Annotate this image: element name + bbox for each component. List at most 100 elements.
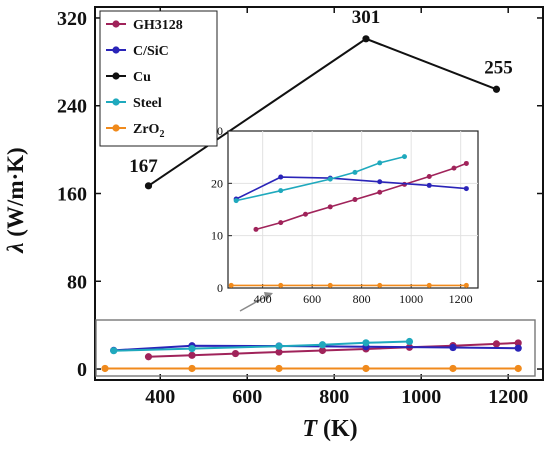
data-point-steel [405, 337, 414, 346]
inset-y-tick-label: 0 [217, 281, 223, 295]
zoom-region-box [95, 319, 536, 377]
inset-data-point-gh3128 [463, 160, 469, 166]
inset-data-point-zro [377, 282, 383, 288]
inset-x-tick-label: 800 [353, 292, 371, 306]
legend-label-c-sic: C/SiC [133, 44, 169, 59]
data-point-gh3128 [188, 351, 196, 359]
data-point-cu [492, 85, 501, 93]
data-point-gh3128 [144, 353, 153, 361]
inset-data-point-zro [278, 282, 284, 288]
inset-data-point-steel [233, 198, 239, 204]
data-point-steel [362, 339, 370, 347]
inset-data-point-c-sic [463, 186, 469, 192]
data-point-zro [514, 364, 522, 373]
x-tick-label: 600 [232, 386, 262, 408]
data-point-zro [188, 364, 196, 373]
legend-label-zro: ZrO2 [133, 122, 164, 140]
inset-series-line-steel [236, 155, 405, 202]
data-point-steel [275, 342, 283, 350]
legend: GH3128 C/SiC Cu Steel ZrO2 [99, 10, 218, 147]
inset-data-point-steel [352, 169, 358, 175]
x-axis-unit: (K) [317, 416, 358, 442]
x-tick-label: 800 [319, 386, 349, 408]
y-tick-label: 320 [57, 8, 87, 30]
data-label-cu: 301 [352, 7, 381, 28]
legend-marker-gh3128 [112, 20, 120, 28]
data-point-c-sic [449, 343, 457, 352]
legend-marker-c-sic [112, 46, 120, 54]
inset-data-point-steel [327, 176, 333, 182]
inset-data-point-steel [401, 154, 407, 160]
data-point-cu [362, 35, 370, 43]
inset-data-point-zro [327, 282, 333, 288]
x-axis-variable: T [302, 416, 318, 442]
x-tick-label: 1000 [401, 386, 441, 408]
data-point-gh3128 [275, 348, 283, 356]
y-tick-label: 160 [57, 184, 87, 206]
inset-x-tick-label: 1200 [449, 292, 473, 306]
data-point-gh3128 [514, 339, 522, 347]
inset-data-point-zro [228, 282, 234, 288]
legend-label-cu: Cu [133, 70, 151, 85]
zoom-arrow-head [264, 292, 273, 301]
legend-label-steel: Steel [133, 96, 162, 111]
inset-series-line-c-sic [235, 176, 467, 200]
data-point-zro [101, 364, 109, 373]
inset-data-point-c-sic [377, 179, 383, 185]
inset-data-point-steel [278, 188, 284, 194]
data-point-zro [362, 364, 370, 373]
data-point-steel [110, 347, 118, 355]
y-tick-label: 0 [77, 359, 87, 381]
y-tick-label: 80 [67, 271, 87, 293]
legend-marker-cu [112, 72, 120, 80]
inset-data-point-c-sic [278, 174, 284, 180]
data-point-c-sic [514, 344, 522, 352]
inset-data-point-c-sic [426, 182, 432, 188]
series-line-steel [113, 340, 410, 352]
legend-label-subscript: 2 [159, 129, 164, 140]
data-point-cu [144, 182, 153, 190]
inset-data-point-steel [377, 160, 383, 166]
legend-label-gh3128: GH3128 [133, 18, 183, 33]
inset-data-point-gh3128 [451, 165, 457, 171]
zoom-indicator [95, 292, 536, 377]
data-label-cu: 255 [484, 57, 513, 78]
y-axis-unit: (W/m·K) [3, 147, 28, 242]
inset-data-point-gh3128 [278, 220, 284, 226]
inset-plot: 400600800100012000102030 [211, 124, 479, 306]
inset-data-point-gh3128 [426, 174, 432, 180]
y-tick-label: 240 [57, 96, 87, 118]
zoom-arrow-shaft [239, 296, 266, 312]
x-tick-label: 1200 [488, 386, 528, 408]
inset-data-point-gh3128 [377, 189, 383, 195]
inset-data-point-gh3128 [327, 204, 333, 210]
data-point-gh3128 [492, 340, 501, 348]
main-plot: 400 600 800 1000 1200 0 80 160 240 320 167 301 255 [57, 6, 544, 408]
y-axis-title: λ (W/m·K) [3, 147, 28, 253]
legend-marker-steel [112, 98, 120, 106]
x-axis-title: T (K) [302, 416, 357, 442]
axis-titles: T (K) λ (W/m·K) [3, 147, 358, 442]
inset-x-tick-label: 400 [254, 292, 272, 306]
legend-box [99, 10, 218, 147]
data-point-gh3128 [231, 349, 240, 358]
data-point-steel [188, 345, 196, 353]
inset-x-tick-label: 1000 [399, 292, 423, 306]
data-point-gh3128 [318, 346, 327, 355]
inset-series-line-gh3128 [255, 162, 467, 231]
inset-x-tick-label: 600 [303, 292, 321, 306]
inset-y-tick-label: 20 [211, 176, 223, 190]
data-label-cu: 167 [129, 156, 158, 177]
inset-y-tick-label: 10 [211, 229, 223, 243]
inset-data-point-gh3128 [253, 226, 259, 232]
inset-data-point-gh3128 [302, 211, 308, 217]
inset-data-point-zro [426, 282, 432, 288]
x-tick-label: 400 [145, 386, 175, 408]
inset-data-point-gh3128 [352, 197, 358, 203]
data-point-zro [275, 364, 283, 373]
data-point-zro [449, 364, 457, 373]
data-point-steel [318, 341, 327, 349]
inset-data-point-zro [463, 282, 469, 288]
series-line-gh3128 [148, 341, 519, 358]
